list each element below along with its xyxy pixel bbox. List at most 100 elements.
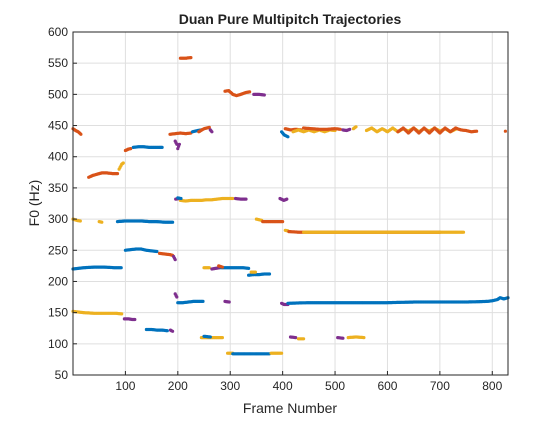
data-point: [177, 142, 181, 146]
trajectory-segment: [247, 272, 272, 277]
y-tick-label: 50: [55, 368, 69, 382]
data-point: [210, 130, 214, 134]
trajectory-segment: [173, 292, 179, 299]
x-tick-label: 100: [115, 379, 135, 393]
data-point: [175, 295, 179, 299]
data-point: [281, 220, 285, 224]
data-point: [354, 125, 358, 129]
data-point: [165, 329, 169, 333]
trajectory-segment: [341, 127, 352, 133]
trajectory-segment: [351, 125, 358, 131]
data-point: [208, 335, 212, 339]
trajectory-segment: [87, 171, 120, 179]
data-point: [179, 196, 183, 201]
y-tick-label: 300: [48, 212, 68, 226]
data-point: [338, 127, 342, 131]
y-tick-label: 550: [48, 56, 68, 70]
data-point: [129, 147, 133, 151]
y-tick-label: 500: [48, 87, 68, 101]
trajectory-segment: [278, 196, 289, 202]
data-point: [267, 272, 272, 276]
y-tick-label: 350: [48, 181, 68, 195]
trajectory-segment: [396, 126, 479, 135]
trajectory-segment: [97, 220, 104, 224]
data-point: [79, 132, 83, 136]
trajectory-segment: [261, 220, 285, 224]
trajectory-segment: [144, 327, 169, 333]
trajectory-segment: [168, 328, 175, 333]
data-point: [285, 197, 289, 201]
data-point: [121, 161, 125, 165]
x-tick-label: 300: [220, 379, 240, 393]
trajectory-segment: [71, 127, 83, 136]
y-tick-label: 250: [48, 243, 68, 257]
trajectory-segment: [71, 265, 123, 271]
y-tick-label: 600: [48, 25, 68, 39]
data-point: [100, 220, 104, 224]
y-tick-label: 400: [48, 150, 68, 164]
trajectory-segment: [178, 196, 235, 203]
trajectory-segment: [346, 335, 366, 340]
trajectory-segment: [208, 128, 214, 134]
trajectory-segment: [190, 128, 203, 134]
data-point: [171, 220, 175, 224]
data-point: [362, 336, 366, 340]
data-point: [248, 90, 252, 94]
trajectory-segment: [231, 352, 272, 356]
data-point: [348, 127, 352, 131]
trajectory-segment: [197, 125, 211, 134]
trajectory-segment: [286, 296, 510, 305]
trajectory-segment: [131, 145, 164, 149]
data-point: [207, 266, 211, 270]
trajectory-segment: [71, 309, 124, 316]
x-tick-label: 400: [273, 379, 293, 393]
x-tick-label: 600: [377, 379, 397, 393]
trajectory-segment: [249, 270, 257, 274]
data-point: [475, 129, 479, 133]
data-point: [220, 336, 224, 340]
y-tick-label: 100: [48, 337, 68, 351]
data-point: [253, 270, 257, 274]
data-point: [461, 230, 466, 234]
trajectory-segment: [117, 161, 125, 171]
trajectory-segment: [252, 92, 266, 97]
data-point: [207, 125, 211, 129]
y-tick-label: 150: [48, 306, 68, 320]
trajectory-segment: [123, 147, 133, 153]
trajectory-segment: [202, 266, 211, 270]
x-tick-label: 700: [430, 379, 450, 393]
x-tick-label: 200: [168, 379, 188, 393]
data-point: [220, 265, 224, 269]
trajectory-segment: [233, 196, 248, 201]
y-tick-label: 200: [48, 274, 68, 288]
y-axis-label: F0 (Hz): [26, 180, 42, 227]
data-point: [160, 145, 164, 149]
trajectory-segment: [173, 139, 181, 151]
trajectory-segment: [503, 129, 507, 133]
trajectory-segment: [176, 299, 205, 305]
data-point: [280, 351, 284, 355]
trajectory-segment: [202, 334, 212, 339]
data-point: [503, 129, 507, 133]
trajectory-segment: [302, 126, 342, 131]
data-point: [294, 336, 298, 340]
data-point: [171, 329, 175, 333]
data-point: [302, 337, 306, 341]
data-point: [262, 93, 266, 97]
data-point: [155, 249, 159, 254]
axes-box: [72, 31, 509, 376]
trajectory-segment: [223, 89, 252, 98]
trajectory-segment: [172, 254, 177, 262]
data-point: [78, 219, 82, 223]
trajectory-segment: [178, 56, 193, 60]
plot-area: [71, 56, 510, 356]
trajectory-segment: [176, 196, 183, 201]
trajectory-segment: [219, 266, 251, 270]
x-tick-label: 800: [482, 379, 502, 393]
trajectory-segment: [123, 247, 159, 254]
x-axis-label: Frame Number: [243, 400, 337, 416]
trajectory-segment: [223, 299, 231, 304]
data-point: [115, 172, 120, 176]
trajectory-segment: [269, 351, 284, 355]
